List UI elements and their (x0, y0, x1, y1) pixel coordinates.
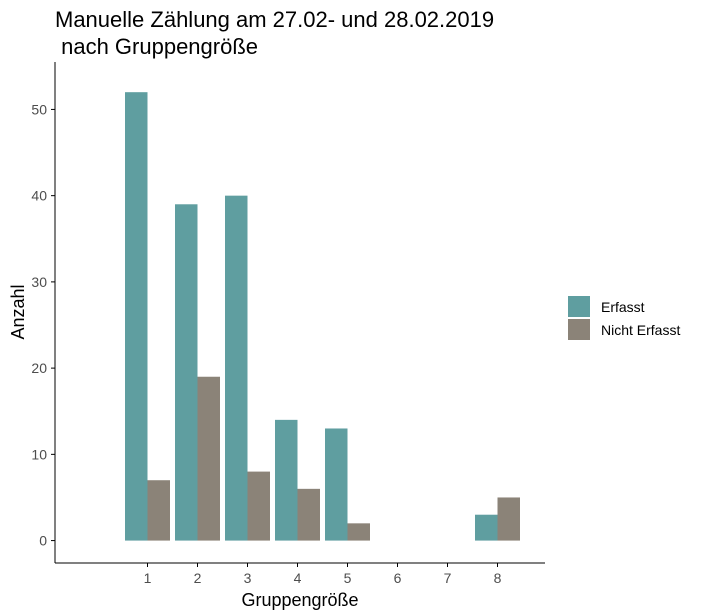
y-tick-label-30: 30 (31, 274, 47, 290)
bar-nicht-erfasst-2 (198, 377, 221, 541)
x-tick-label-2: 2 (194, 570, 202, 586)
legend-swatch-erfasst (568, 296, 590, 317)
x-tick-label-6: 6 (394, 570, 402, 586)
x-ticks-group: 1 2 3 4 5 6 7 8 (144, 563, 502, 586)
y-tick-label-40: 40 (31, 188, 47, 204)
bar-nicht-erfasst-5 (348, 523, 371, 540)
legend-label-erfasst: Erfasst (601, 299, 645, 315)
bar-erfasst-4 (275, 420, 298, 541)
bar-nicht-erfasst-8 (498, 497, 521, 540)
x-tick-label-5: 5 (344, 570, 352, 586)
chart-title-line1: Manuelle Zählung am 27.02- und 28.02.201… (55, 7, 494, 32)
y-tick-label-10: 10 (31, 446, 47, 462)
y-tick-label-50: 50 (31, 101, 47, 117)
x-axis-title: Gruppengröße (241, 590, 358, 610)
bars-group (125, 92, 520, 540)
y-tick-label-20: 20 (31, 360, 47, 376)
x-tick-label-3: 3 (244, 570, 252, 586)
bar-erfasst-5 (325, 428, 348, 540)
bar-nicht-erfasst-1 (148, 480, 171, 540)
bar-erfasst-3 (225, 196, 248, 541)
x-tick-label-7: 7 (444, 570, 452, 586)
x-tick-label-1: 1 (144, 570, 152, 586)
legend-label-nicht-erfasst: Nicht Erfasst (601, 322, 680, 338)
y-tick-label-0: 0 (39, 533, 47, 549)
y-axis-title: Anzahl (8, 284, 28, 339)
y-ticks-group: 0 10 20 30 40 50 (31, 101, 55, 548)
legend-swatch-nicht-erfasst (568, 319, 590, 340)
bar-erfasst-1 (125, 92, 148, 540)
chart-title-line2: nach Gruppengröße (55, 34, 258, 59)
x-tick-label-4: 4 (294, 570, 302, 586)
bar-nicht-erfasst-4 (298, 489, 321, 541)
bar-erfasst-2 (175, 204, 198, 540)
x-tick-label-8: 8 (494, 570, 502, 586)
bar-nicht-erfasst-3 (248, 472, 271, 541)
bar-erfasst-8 (475, 515, 498, 541)
legend: Erfasst Nicht Erfasst (568, 296, 680, 340)
